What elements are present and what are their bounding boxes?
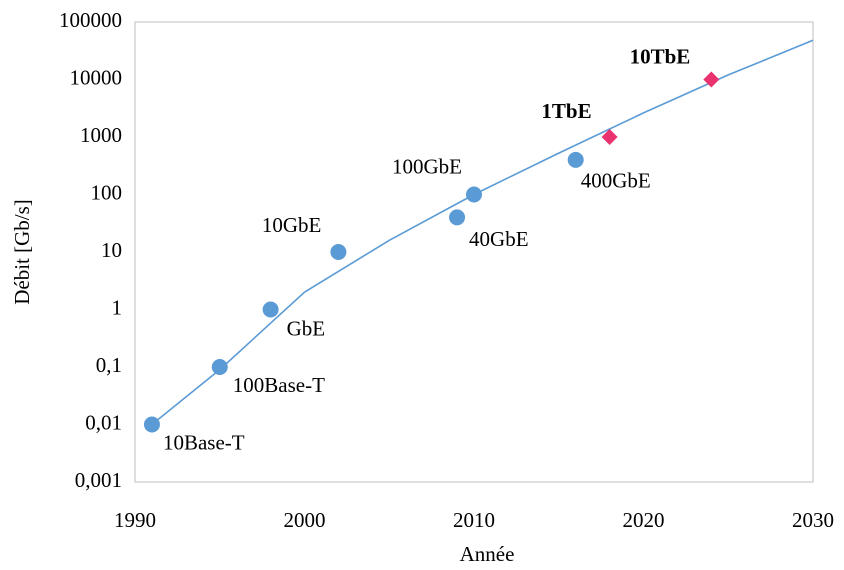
diamond-point: [601, 129, 618, 145]
y-tick-label: 100000: [59, 8, 122, 32]
circle-point: [211, 359, 228, 375]
y-tick-label: 1000: [80, 123, 122, 147]
y-tick-label: 0,1: [96, 353, 122, 377]
point-label: 100Base-T: [233, 373, 325, 397]
y-tick-label: 0,001: [75, 468, 122, 492]
x-tick-label: 2030: [792, 508, 834, 532]
point-label: 10GbE: [262, 213, 322, 237]
x-axis-title: Année: [460, 542, 515, 566]
point-label: 10TbE: [630, 44, 691, 68]
point-label: GbE: [287, 316, 326, 340]
circle-point: [449, 209, 466, 226]
point-label: 1TbE: [541, 99, 591, 123]
point-label: 10Base-T: [163, 430, 245, 454]
y-axis-title: Débit [Gb/s]: [10, 199, 34, 305]
x-tick-label: 2010: [453, 508, 495, 532]
circle-point: [330, 244, 347, 260]
diamond-point: [703, 71, 720, 88]
y-tick-label: 0,01: [85, 410, 122, 434]
circle-point: [262, 301, 279, 318]
plot-frame: [134, 21, 814, 483]
circle-point: [567, 151, 584, 168]
point-label: 100GbE: [392, 154, 462, 178]
circle-point: [143, 416, 160, 433]
point-label: 40GbE: [469, 227, 529, 251]
y-tick-label: 100: [91, 180, 123, 204]
x-tick-label: 2020: [623, 508, 665, 532]
x-tick-label: 2000: [284, 508, 326, 532]
y-tick-label: 1: [112, 295, 123, 319]
y-tick-label: 10: [101, 238, 122, 262]
x-tick-label: 1990: [114, 508, 156, 532]
circle-point: [466, 186, 482, 203]
y-tick-label: 10000: [70, 65, 123, 89]
point-label: 400GbE: [581, 169, 651, 193]
